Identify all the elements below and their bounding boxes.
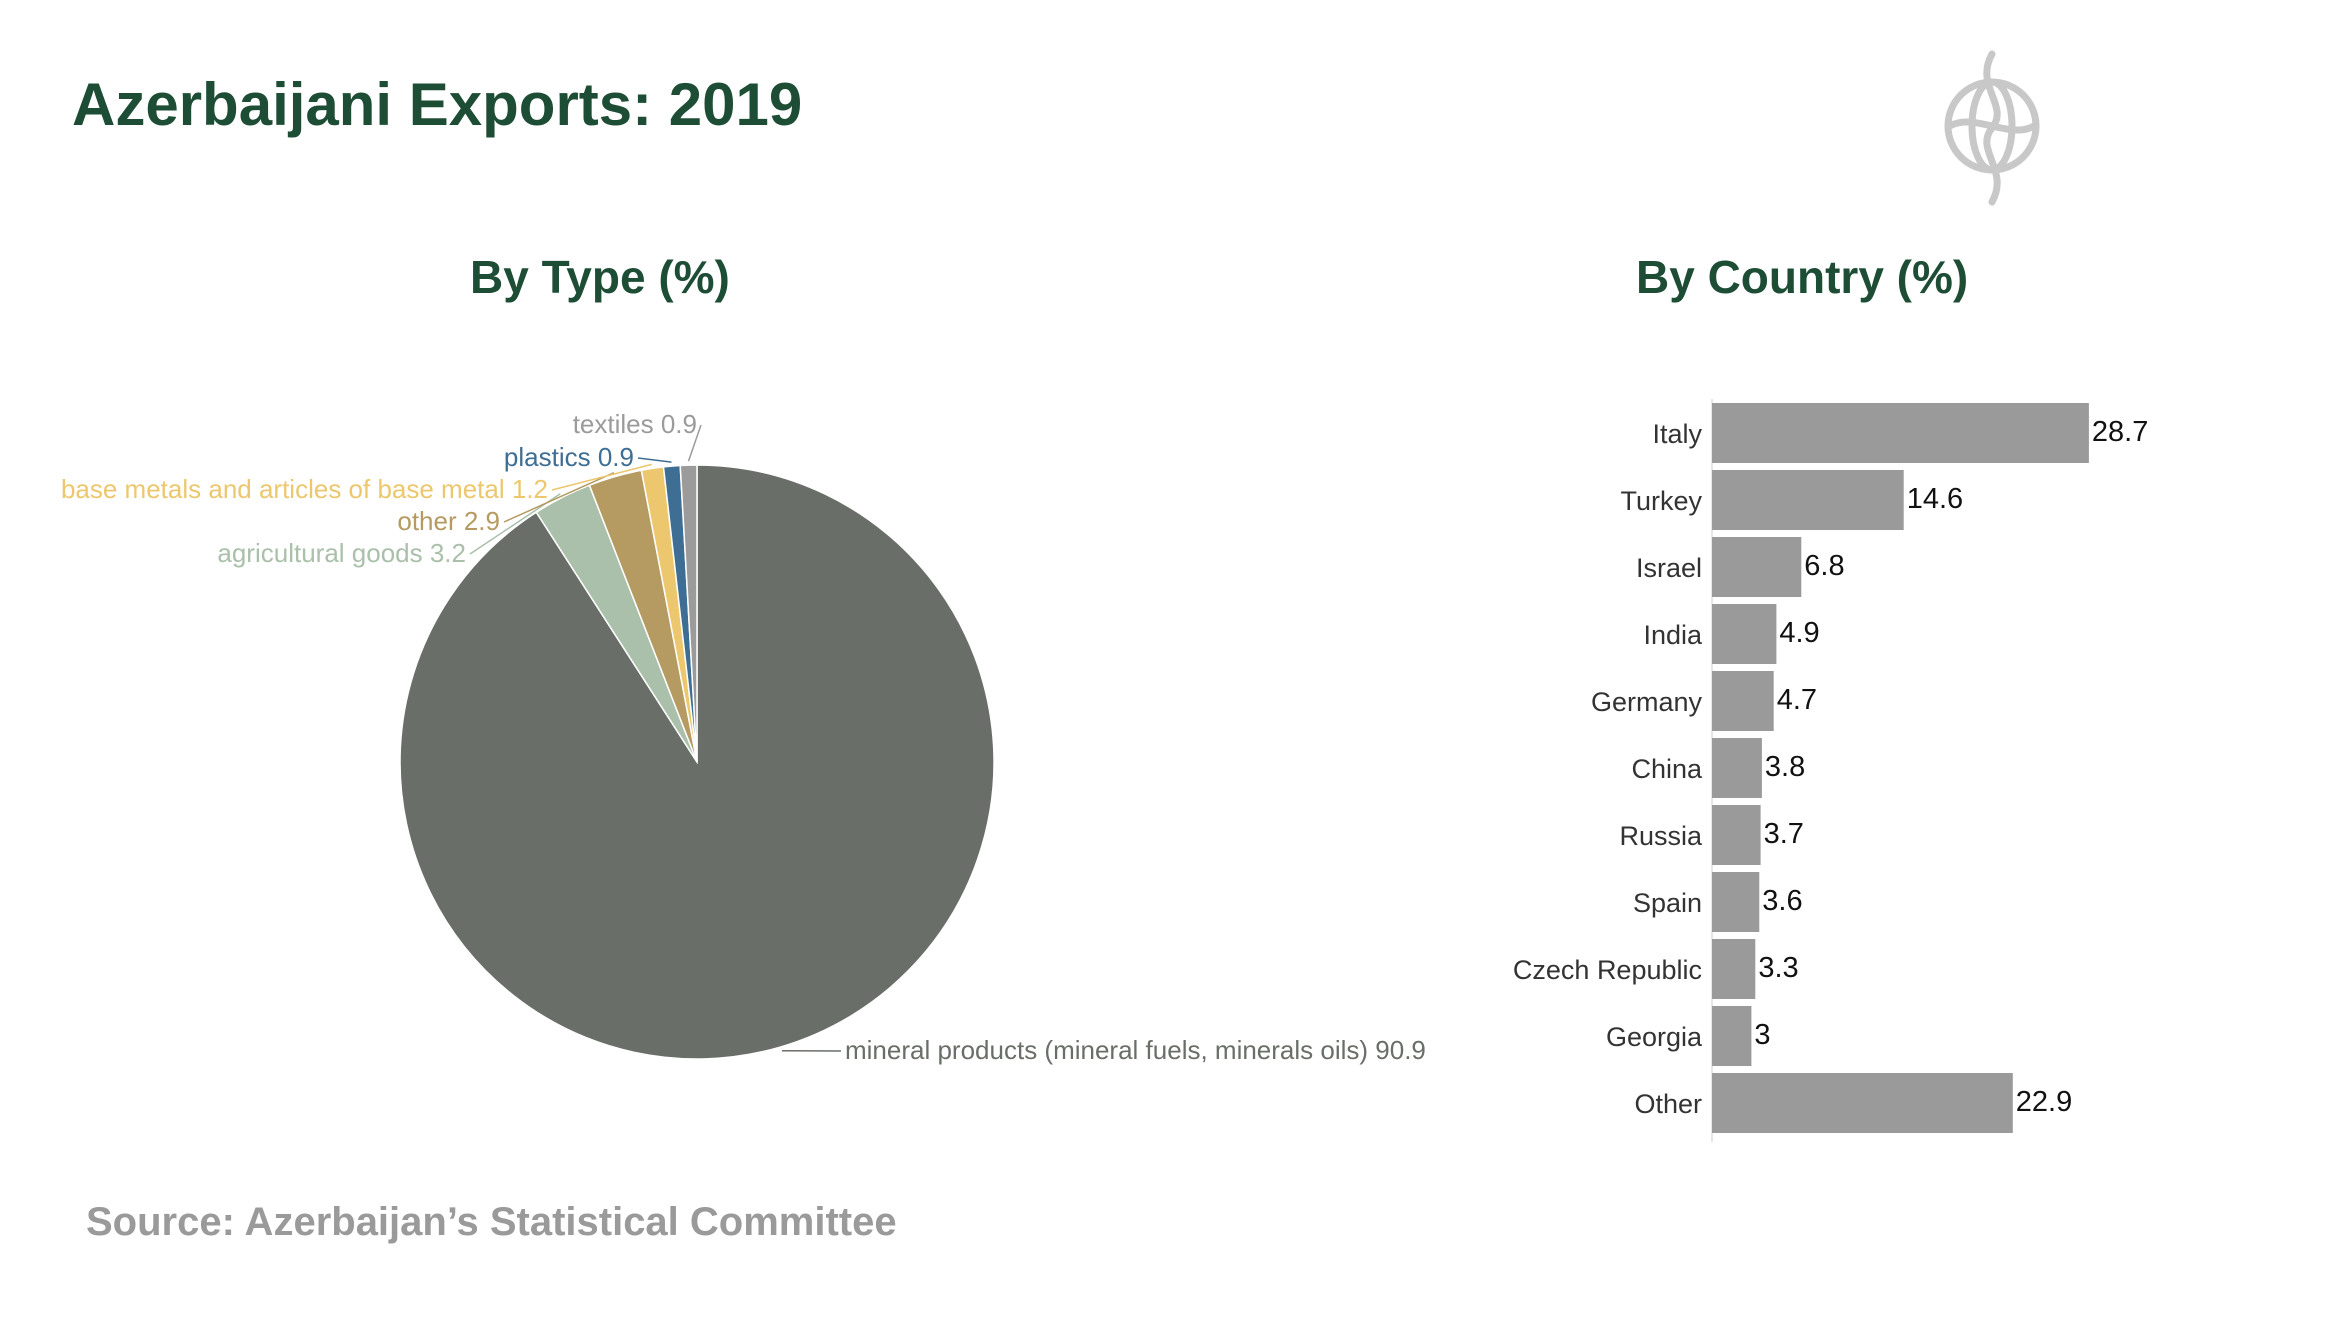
bar-category-label-3: India [1643, 620, 1703, 650]
bar-value-label-8: 3.3 [1758, 952, 1798, 984]
bar-category-label-0: Italy [1652, 419, 1702, 449]
bar-chart-title: By Country (%) [1636, 251, 1969, 303]
pie-slice-0 [399, 464, 995, 1060]
pie-label-3: base metals and articles of base metal 1… [61, 474, 548, 504]
pie-label-4: plastics 0.9 [504, 442, 634, 472]
bar-category-label-2: Israel [1636, 553, 1702, 583]
bar-7 [1712, 872, 1760, 932]
bar-category-label-1: Turkey [1620, 486, 1702, 516]
bar-8 [1712, 939, 1756, 999]
pie-chart: mineral products (mineral fuels, mineral… [61, 409, 1426, 1065]
bar-1 [1712, 470, 1904, 530]
bar-5 [1712, 738, 1762, 798]
bar-category-label-9: Georgia [1606, 1022, 1703, 1052]
bar-value-label-4: 4.7 [1777, 684, 1817, 716]
pie-leader-2 [503, 472, 615, 523]
bar-category-label-6: Russia [1619, 821, 1703, 851]
pie-leader-3 [551, 463, 652, 491]
pie-leader-4 [637, 457, 672, 463]
page-title: Azerbaijani Exports: 2019 [72, 71, 803, 138]
bar-category-label-10: Other [1634, 1089, 1702, 1119]
bar-value-label-2: 6.8 [1804, 550, 1844, 582]
pie-chart-title: By Type (%) [470, 251, 730, 303]
bar-chart: Italy 28.7 Turkey 14.6 Israel 6.8 India 4.9 Germ… [1513, 399, 2148, 1142]
bar-2 [1712, 537, 1802, 597]
bar-0 [1712, 403, 2089, 463]
bar-value-label-9: 3 [1754, 1019, 1770, 1051]
bar-10 [1712, 1073, 2013, 1133]
pie-slice-5 [679, 464, 698, 763]
bar-9 [1712, 1006, 1752, 1066]
pie-leader-5 [687, 424, 702, 462]
bar-value-label-10: 22.9 [2016, 1086, 2072, 1118]
pie-label-5: textiles 0.9 [573, 409, 697, 439]
bar-category-label-4: Germany [1591, 687, 1703, 717]
bar-value-label-0: 28.7 [2092, 416, 2148, 448]
bar-value-label-3: 4.9 [1779, 617, 1819, 649]
bar-value-label-6: 3.7 [1764, 818, 1804, 850]
pie-label-2: other 2.9 [397, 506, 500, 536]
bar-value-label-7: 3.6 [1762, 885, 1802, 917]
bar-value-label-5: 3.8 [1765, 751, 1805, 783]
bar-4 [1712, 671, 1774, 731]
source-note: Source: Azerbaijan’s Statistical Committ… [86, 1200, 897, 1244]
bar-category-label-8: Czech Republic [1513, 955, 1702, 985]
bar-3 [1712, 604, 1777, 664]
bar-category-label-7: Spain [1633, 888, 1702, 918]
bar-category-label-5: China [1631, 754, 1703, 784]
bar-6 [1712, 805, 1761, 865]
pie-label-1: agricultural goods 3.2 [217, 538, 466, 568]
bar-value-label-1: 14.6 [1907, 483, 1963, 515]
globe-emblem-icon [1944, 46, 2054, 211]
pie-label-0: mineral products (mineral fuels, mineral… [845, 1035, 1426, 1065]
